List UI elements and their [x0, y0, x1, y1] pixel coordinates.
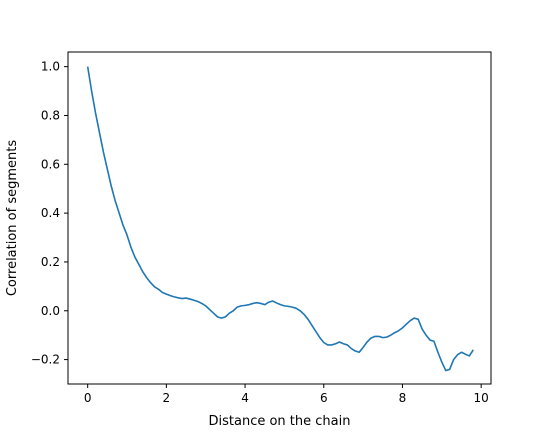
- x-tick-label: 6: [320, 391, 328, 405]
- x-tick-label: 0: [84, 391, 92, 405]
- y-tick-label: 0.6: [41, 157, 60, 171]
- plot-frame: [67, 51, 492, 385]
- y-tick-label: 0.2: [41, 255, 60, 269]
- x-tick-label: 4: [241, 391, 249, 405]
- y-tick-label: 0.0: [41, 304, 60, 318]
- y-axis-label: Correlation of segments: [5, 140, 20, 297]
- x-tick-label: 10: [474, 391, 489, 405]
- x-axis-label: Distance on the chain: [209, 414, 351, 429]
- y-tick-label: 1.0: [41, 60, 60, 74]
- y-tick-label: 0.8: [41, 108, 60, 122]
- plot-area: [86, 66, 474, 372]
- y-tick-label: 0.4: [41, 206, 60, 220]
- y-tick-label: −0.2: [31, 353, 60, 367]
- x-tick-label: 8: [399, 391, 407, 405]
- axis-ticks: 0 2 4 6 8 10 −0.2 0.0 0.2 0.4 0.6 0.8 1.0: [31, 60, 489, 405]
- x-tick-label: 2: [163, 391, 171, 405]
- series-line-0: [86, 66, 474, 372]
